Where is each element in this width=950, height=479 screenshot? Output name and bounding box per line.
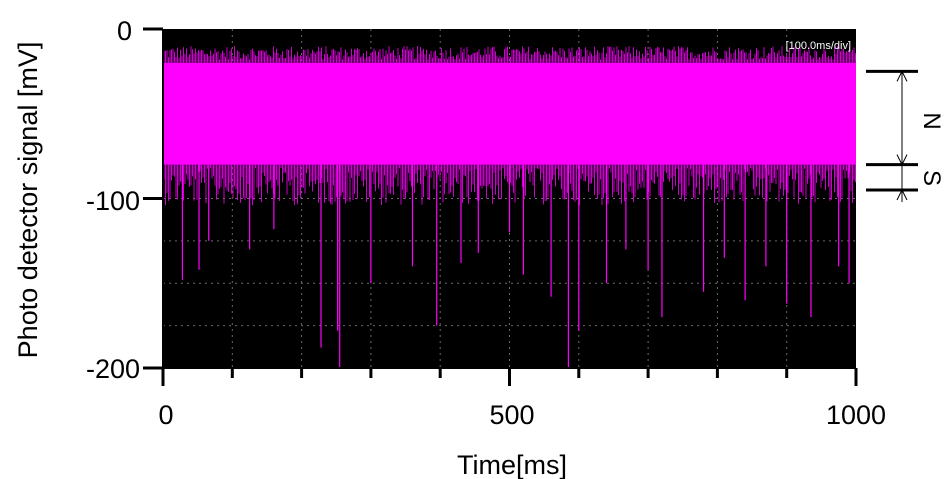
x-tick-label-500: 500 [489,400,534,430]
y-axis-title: Photo detector signal [mV] [13,42,43,359]
x-tick-label-1000: 1000 [826,400,886,430]
noise-arrow-head-top [896,70,908,82]
signal-label: S [918,170,945,186]
signal-arrow-head [896,188,908,201]
y-tick-label-minus100: -100 [86,186,140,216]
x-tick-label-0: 0 [158,400,173,430]
noise-label: N [918,112,945,129]
signal-trace [163,46,856,206]
x-ticks [161,368,858,386]
y-tick-label-minus200: -200 [86,354,140,384]
y-tick-label-0: 0 [117,16,132,46]
y-ticks [143,27,163,370]
x-axis-title: Time[ms] [457,450,567,479]
signal-spikes [181,164,850,368]
sn-annotation [866,69,918,203]
scale-label: [100.0ms/div] [786,40,851,52]
